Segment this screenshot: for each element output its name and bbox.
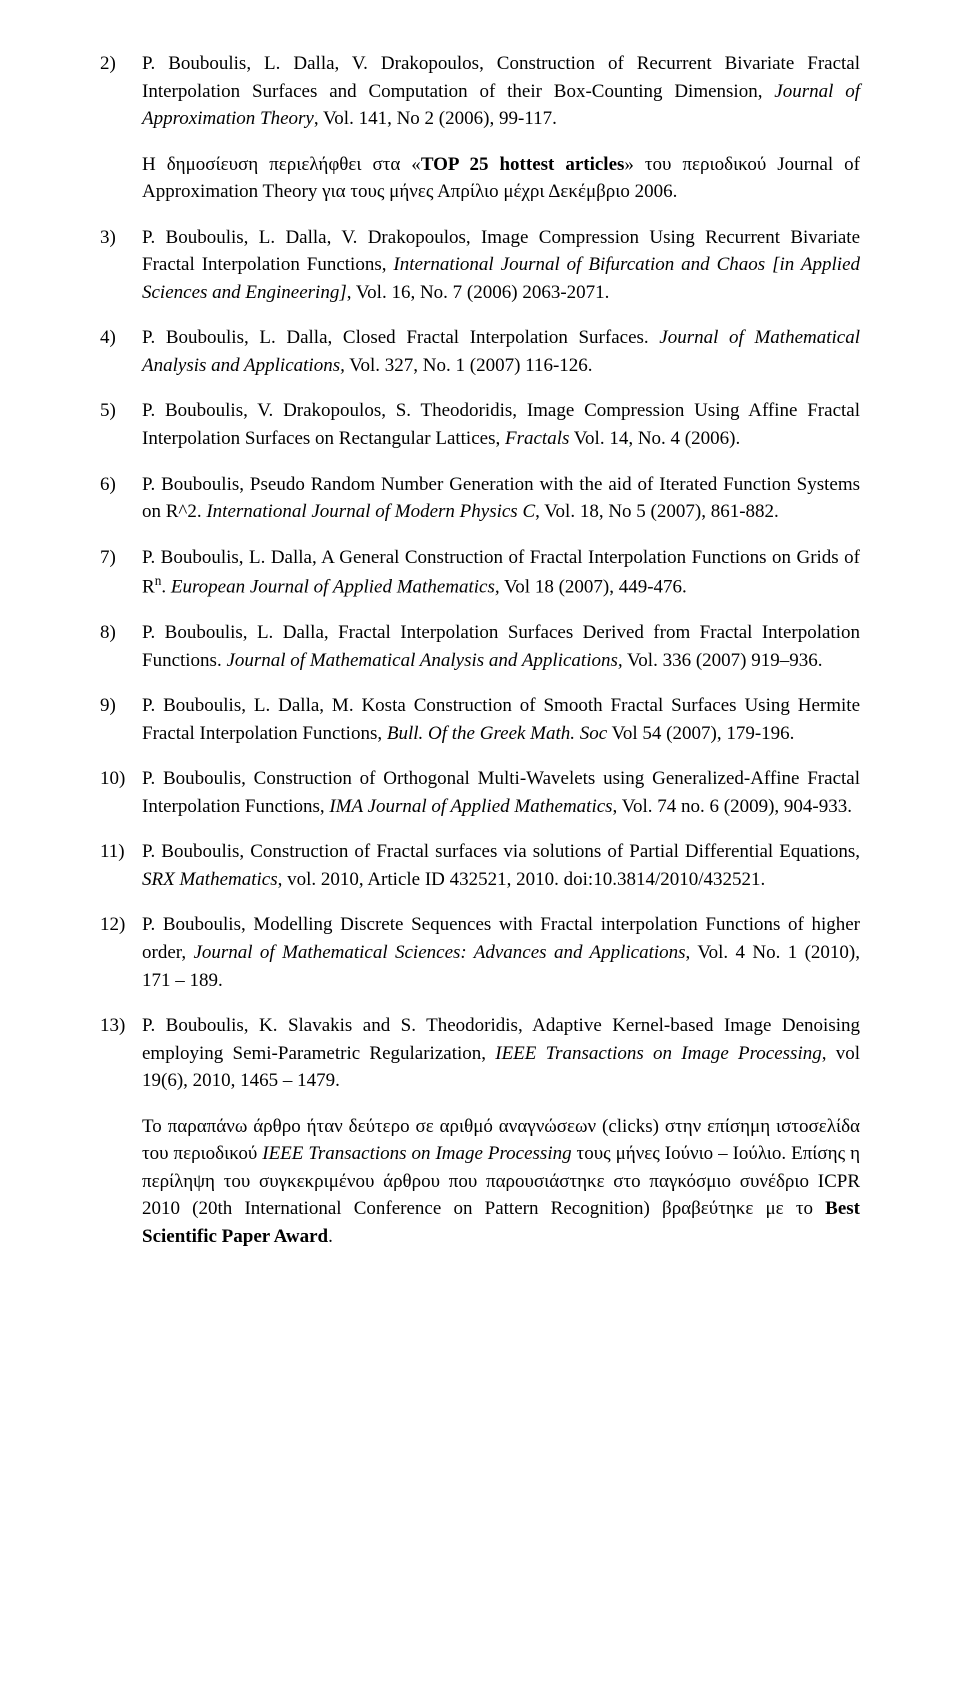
entry-number: 5)	[100, 397, 142, 452]
entry-number: 12)	[100, 911, 142, 994]
text-segment: Vol. 336 (2007) 919–936.	[623, 650, 823, 671]
publication-entry: 13)P. Bouboulis, K. Slavakis and S. Theo…	[100, 1012, 860, 1250]
publication-entry: 7)P. Bouboulis, L. Dalla, A General Cons…	[100, 544, 860, 601]
entry-body: P. Bouboulis, L. Dalla, M. Kosta Constru…	[142, 692, 860, 747]
entry-citation: P. Bouboulis, Construction of Fractal su…	[142, 838, 860, 893]
text-segment: P. Bouboulis, Construction of Fractal su…	[142, 841, 860, 862]
text-segment: , Vol. 16, No. 7 (2006) 2063-2071.	[347, 282, 610, 303]
text-segment: Η δημοσίευση περιελήφθει στα «	[142, 154, 421, 175]
entry-number: 13)	[100, 1012, 142, 1250]
entry-body: P. Bouboulis, L. Dalla, V. Drakopoulos, …	[142, 50, 860, 206]
entry-citation: P. Bouboulis, V. Drakopoulos, S. Theodor…	[142, 397, 860, 452]
entry-body: P. Bouboulis, L. Dalla, V. Drakopoulos, …	[142, 224, 860, 307]
text-segment: , vol. 2010, Article ID 432521, 2010. do…	[278, 869, 766, 890]
text-segment: Bull. Of the Greek Math. Soc	[387, 723, 607, 744]
text-segment: .	[161, 577, 171, 598]
entry-number: 6)	[100, 471, 142, 526]
text-segment: Journal of Mathematical Sciences: Advanc…	[193, 942, 685, 963]
entry-body: P. Bouboulis, Modelling Discrete Sequenc…	[142, 911, 860, 994]
entry-note: Η δημοσίευση περιελήφθει στα «TOP 25 hot…	[142, 151, 860, 206]
text-segment: IEEE Transactions on Image Processing	[262, 1143, 571, 1164]
entry-number: 4)	[100, 324, 142, 379]
publication-entry: 2)P. Bouboulis, L. Dalla, V. Drakopoulos…	[100, 50, 860, 206]
entry-number: 9)	[100, 692, 142, 747]
entry-citation: P. Bouboulis, K. Slavakis and S. Theodor…	[142, 1012, 860, 1095]
text-segment: Vol 54 (2007), 179-196.	[607, 723, 794, 744]
entry-body: P. Bouboulis, L. Dalla, Fractal Interpol…	[142, 619, 860, 674]
entry-citation: P. Bouboulis, L. Dalla, Closed Fractal I…	[142, 324, 860, 379]
publication-entry: 10)P. Bouboulis, Construction of Orthogo…	[100, 765, 860, 820]
publication-entry: 4)P. Bouboulis, L. Dalla, Closed Fractal…	[100, 324, 860, 379]
text-segment: P. Bouboulis, L. Dalla, Closed Fractal I…	[142, 327, 659, 348]
text-segment: , Vol. 74 no. 6 (2009), 904-933.	[613, 796, 852, 817]
entry-citation: P. Bouboulis, Modelling Discrete Sequenc…	[142, 911, 860, 994]
text-segment: P. Bouboulis, L. Dalla, V. Drakopoulos, …	[142, 53, 860, 102]
entry-citation: P. Bouboulis, L. Dalla, V. Drakopoulos, …	[142, 224, 860, 307]
entry-number: 3)	[100, 224, 142, 307]
text-segment: International Journal of Modern Physics …	[206, 501, 535, 522]
entry-body: P. Bouboulis, L. Dalla, Closed Fractal I…	[142, 324, 860, 379]
publication-entry: 9)P. Bouboulis, L. Dalla, M. Kosta Const…	[100, 692, 860, 747]
text-segment: TOP 25 hottest articles	[421, 154, 625, 175]
entry-number: 11)	[100, 838, 142, 893]
text-segment: .	[328, 1226, 333, 1247]
publication-entry: 6)P. Bouboulis, Pseudo Random Number Gen…	[100, 471, 860, 526]
entry-body: P. Bouboulis, L. Dalla, A General Constr…	[142, 544, 860, 601]
entry-number: 7)	[100, 544, 142, 601]
publication-entry: 12)P. Bouboulis, Modelling Discrete Sequ…	[100, 911, 860, 994]
text-segment: IMA Journal of Applied Mathematics	[329, 796, 612, 817]
text-segment: Journal of Mathematical Analysis and App…	[226, 650, 622, 671]
entry-citation: P. Bouboulis, Construction of Orthogonal…	[142, 765, 860, 820]
entry-number: 8)	[100, 619, 142, 674]
text-segment: IEEE Transactions on Image Processing	[495, 1043, 821, 1064]
entry-citation: P. Bouboulis, L. Dalla, V. Drakopoulos, …	[142, 50, 860, 133]
entry-number: 2)	[100, 50, 142, 206]
text-segment: , Vol. 141, No 2 (2006), 99-117.	[314, 108, 557, 129]
publications-list: 2)P. Bouboulis, L. Dalla, V. Drakopoulos…	[100, 50, 860, 1250]
entry-citation: P. Bouboulis, L. Dalla, M. Kosta Constru…	[142, 692, 860, 747]
text-segment: SRX Mathematics	[142, 869, 278, 890]
publication-entry: 11)P. Bouboulis, Construction of Fractal…	[100, 838, 860, 893]
text-segment: Vol 18 (2007), 449-476.	[500, 577, 687, 598]
text-segment: P. Bouboulis, V. Drakopoulos, S. Theodor…	[142, 400, 860, 449]
entry-body: P. Bouboulis, K. Slavakis and S. Theodor…	[142, 1012, 860, 1250]
text-segment: Vol. 327, No. 1 (2007) 116-126.	[345, 355, 593, 376]
text-segment: Fractals	[505, 428, 569, 449]
entry-body: P. Bouboulis, Construction of Fractal su…	[142, 838, 860, 893]
entry-body: P. Bouboulis, Pseudo Random Number Gener…	[142, 471, 860, 526]
publication-entry: 3)P. Bouboulis, L. Dalla, V. Drakopoulos…	[100, 224, 860, 307]
entry-body: P. Bouboulis, V. Drakopoulos, S. Theodor…	[142, 397, 860, 452]
entry-body: P. Bouboulis, Construction of Orthogonal…	[142, 765, 860, 820]
text-segment: Vol. 14, No. 4 (2006).	[569, 428, 740, 449]
entry-note: Το παραπάνω άρθρο ήταν δεύτερο σε αριθμό…	[142, 1113, 860, 1251]
entry-citation: P. Bouboulis, L. Dalla, Fractal Interpol…	[142, 619, 860, 674]
entry-citation: P. Bouboulis, L. Dalla, A General Constr…	[142, 544, 860, 601]
publication-entry: 8)P. Bouboulis, L. Dalla, Fractal Interp…	[100, 619, 860, 674]
entry-number: 10)	[100, 765, 142, 820]
text-segment: European Journal of Applied Mathematics,	[171, 577, 500, 598]
text-segment: , Vol. 18, No 5 (2007), 861-882.	[535, 501, 779, 522]
entry-citation: P. Bouboulis, Pseudo Random Number Gener…	[142, 471, 860, 526]
publication-entry: 5)P. Bouboulis, V. Drakopoulos, S. Theod…	[100, 397, 860, 452]
